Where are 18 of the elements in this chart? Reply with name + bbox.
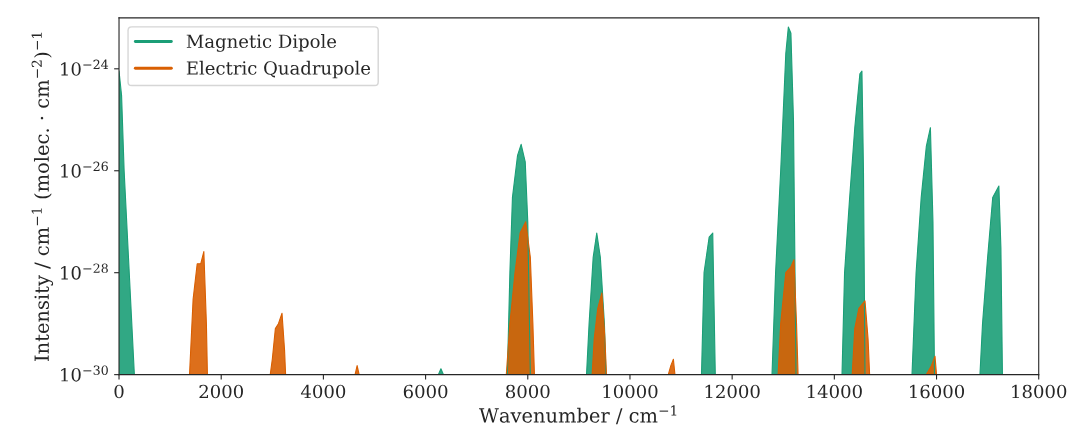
y-tick-label: 10$^{−24}$ [61, 59, 109, 76]
y-tick-label: 10$^{−30}$ [61, 365, 108, 382]
x-tick-label: 10000 [603, 384, 658, 399]
x-tick-label: 12000 [705, 384, 760, 399]
x-tick-label: 4000 [300, 384, 346, 399]
y-tick-label: 10$^{−28}$ [61, 263, 108, 280]
x-tick-label: 8000 [506, 384, 550, 399]
x-tick-label: 2000 [199, 384, 243, 399]
x-tick-label: 14000 [807, 384, 862, 399]
y-tick-label: 10$^{−26}$ [61, 161, 108, 178]
x-tick-label: 16000 [910, 384, 965, 399]
x-tick-label: 0 [114, 384, 124, 399]
x-tick-label: 18000 [1012, 384, 1067, 399]
legend-label: Magnetic Dipole [186, 34, 337, 52]
x-axis-title: Wavenumber / cm$^{−1}$ [479, 405, 677, 425]
y-axis-title: Intensity / cm$^{−1}$ (molec. · cm$^{−2}$)$^{−1}$ [31, 32, 54, 362]
x-tick-label: 6000 [403, 384, 448, 399]
legend-label: Electric Quadrupole [186, 60, 371, 79]
